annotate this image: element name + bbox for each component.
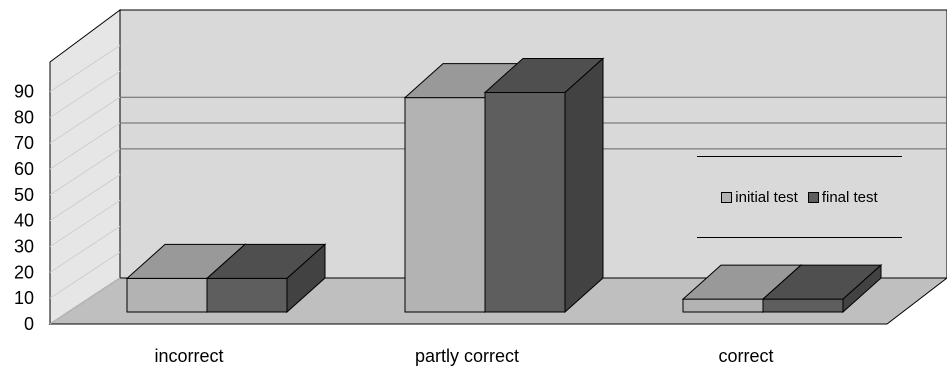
bar-front <box>484 91 566 313</box>
side-wall-gridline <box>49 70 121 118</box>
bars <box>125 57 883 314</box>
side-wall-gridline <box>49 277 121 325</box>
bar-front <box>762 298 844 313</box>
legend-label-final: final test <box>821 188 878 206</box>
y-tick-label: 90 <box>14 82 34 102</box>
y-tick-label: 50 <box>14 185 34 205</box>
bar-side <box>564 57 604 314</box>
y-tick-label: 70 <box>14 133 34 153</box>
y-tick-label: 40 <box>14 211 34 231</box>
side-wall <box>49 9 121 325</box>
bar-side <box>842 263 882 314</box>
x-category-label: correct <box>718 346 773 366</box>
bar <box>205 243 327 314</box>
legend-swatch-final <box>807 191 819 203</box>
bar-side <box>286 243 326 314</box>
bar <box>761 263 883 314</box>
side-wall-gridline <box>49 96 121 144</box>
side-wall-gridline <box>49 122 121 170</box>
y-tick-label: 60 <box>14 159 34 179</box>
bar-front <box>126 277 208 313</box>
side-wall-gridline <box>49 200 121 247</box>
side-wall-gridline <box>49 225 121 273</box>
side-wall-gridline <box>49 174 121 222</box>
y-tick-label: 10 <box>14 288 34 308</box>
y-tick-label: 30 <box>14 237 34 257</box>
side-wall-gridline <box>49 251 121 299</box>
legend-label-initial: initial test <box>735 188 798 206</box>
y-axis-ticks: 0 10 20 30 40 50 60 70 80 90 <box>14 82 34 334</box>
legend-item-initial: initial test <box>721 189 798 206</box>
y-tick-label: 20 <box>14 262 34 282</box>
bar-front <box>206 277 288 313</box>
bar-front <box>682 298 764 313</box>
bar <box>483 57 605 314</box>
legend: initial test final test <box>697 156 902 238</box>
x-category-label: incorrect <box>154 346 223 366</box>
y-tick-label: 80 <box>14 107 34 127</box>
side-wall-gridline <box>49 45 121 92</box>
bar-front <box>404 97 486 313</box>
legend-item-final: final test <box>807 188 878 206</box>
y-tick-label: 0 <box>24 314 34 334</box>
x-axis-labels: incorrect partly correct correct <box>154 346 773 366</box>
legend-swatch-initial <box>721 191 733 203</box>
x-category-label: partly correct <box>415 346 519 366</box>
side-wall-gridline <box>49 148 121 196</box>
